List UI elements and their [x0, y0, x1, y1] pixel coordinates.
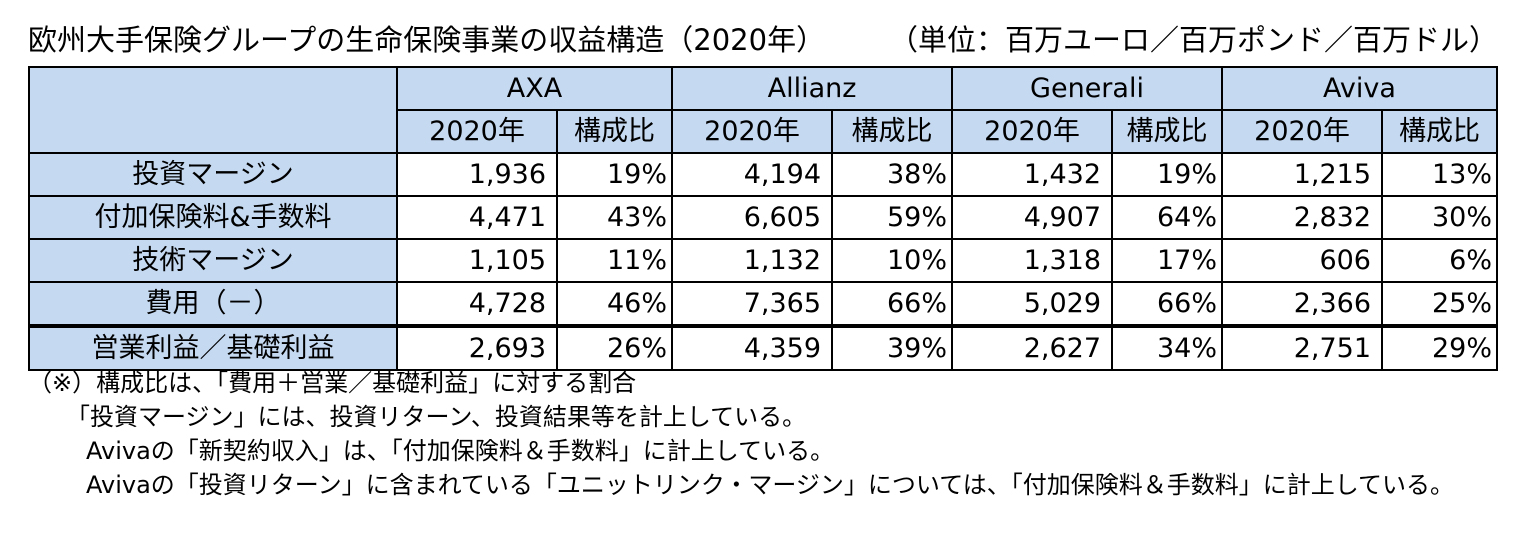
ratio-cell: 30% — [1381, 195, 1498, 240]
ratio-cell: 59% — [831, 195, 953, 240]
value-cell: 4,728 — [396, 281, 558, 327]
row-label: 投資マージン — [28, 152, 398, 197]
company-header-generali: Generali — [951, 66, 1223, 111]
footnote: Avivaの「新契約収入」は、「付加保険料＆手数料」に計上している。 — [86, 437, 835, 465]
value-cell: 1,936 — [396, 152, 558, 197]
value-cell: 1,132 — [671, 238, 833, 283]
subheader-year: 2020年 — [671, 109, 833, 154]
value-cell: 1,432 — [951, 152, 1113, 197]
value-cell: 4,471 — [396, 195, 558, 240]
ratio-cell: 19% — [1111, 152, 1223, 197]
page-title: 欧州大手保険グループの生命保険事業の収益構造（2020年） — [28, 23, 826, 57]
company-header-aviva: Aviva — [1221, 66, 1498, 111]
value-cell: 6,605 — [671, 195, 833, 240]
ratio-cell: 39% — [831, 324, 953, 371]
revenue-structure-table: AXA Allianz Generali Aviva 2020年 構成比 202… — [28, 66, 1498, 371]
table-row: 技術マージン 1,105 11% 1,132 10% 1,318 17% 606… — [28, 238, 1498, 283]
value-cell: 1,318 — [951, 238, 1113, 283]
ratio-cell: 64% — [1111, 195, 1223, 240]
value-cell: 5,029 — [951, 281, 1113, 327]
subheader-ratio: 構成比 — [831, 109, 953, 154]
company-header-axa: AXA — [396, 66, 673, 111]
ratio-cell: 66% — [1111, 281, 1223, 327]
row-label: 営業利益／基礎利益 — [28, 324, 398, 371]
ratio-cell: 13% — [1381, 152, 1498, 197]
ratio-cell: 66% — [831, 281, 953, 327]
row-label: 付加保険料&手数料 — [28, 195, 398, 240]
company-header-row: AXA Allianz Generali Aviva — [28, 66, 1498, 154]
subheader-year: 2020年 — [951, 109, 1113, 154]
ratio-cell: 34% — [1111, 324, 1223, 371]
subheader-ratio: 構成比 — [1111, 109, 1223, 154]
value-cell: 2,366 — [1221, 281, 1383, 327]
value-cell: 2,832 — [1221, 195, 1383, 240]
ratio-cell: 19% — [556, 152, 673, 197]
value-cell: 1,215 — [1221, 152, 1383, 197]
ratio-cell: 46% — [556, 281, 673, 327]
company-header-allianz: Allianz — [671, 66, 953, 111]
value-cell: 1,105 — [396, 238, 558, 283]
value-cell: 2,627 — [951, 324, 1113, 371]
ratio-cell: 25% — [1381, 281, 1498, 327]
table-row: 営業利益／基礎利益 2,693 26% 4,359 39% 2,627 34% … — [28, 324, 1498, 371]
ratio-cell: 17% — [1111, 238, 1223, 283]
ratio-cell: 11% — [556, 238, 673, 283]
table-row: 投資マージン 1,936 19% 4,194 38% 1,432 19% 1,2… — [28, 152, 1498, 197]
subheader-year: 2020年 — [1221, 109, 1383, 154]
subheader-ratio: 構成比 — [1381, 109, 1498, 154]
ratio-cell: 6% — [1381, 238, 1498, 283]
footnote: （※）構成比は、「費用＋営業／基礎利益」に対する割合 — [28, 369, 637, 397]
value-cell: 4,907 — [951, 195, 1113, 240]
value-cell: 606 — [1221, 238, 1383, 283]
title-row: 欧州大手保険グループの生命保険事業の収益構造（2020年） （単位：百万ユーロ／… — [28, 18, 1498, 62]
subheader-ratio: 構成比 — [556, 109, 673, 154]
unit-label: （単位：百万ユーロ／百万ポンド／百万ドル） — [888, 23, 1498, 57]
footnote: Avivaの「投資リターン」に含まれている「ユニットリンク・マージン」については… — [86, 471, 1454, 499]
ratio-cell: 38% — [831, 152, 953, 197]
value-cell: 7,365 — [671, 281, 833, 327]
ratio-cell: 10% — [831, 238, 953, 283]
subheader-year: 2020年 — [396, 109, 558, 154]
table-row: 費用（－） 4,728 46% 7,365 66% 5,029 66% 2,36… — [28, 281, 1498, 327]
footnote: 「投資マージン」には、投資リターン、投資結果等を計上している。 — [66, 403, 807, 431]
value-cell: 4,194 — [671, 152, 833, 197]
footnotes: （※）構成比は、「費用＋営業／基礎利益」に対する割合 「投資マージン」には、投資… — [28, 366, 1498, 502]
ratio-cell: 29% — [1381, 324, 1498, 371]
row-label: 費用（－） — [28, 281, 398, 327]
table-row: 付加保険料&手数料 4,471 43% 6,605 59% 4,907 64% … — [28, 195, 1498, 240]
value-cell: 2,751 — [1221, 324, 1383, 371]
row-label: 技術マージン — [28, 238, 398, 283]
value-cell: 4,359 — [671, 324, 833, 371]
ratio-cell: 26% — [556, 324, 673, 371]
value-cell: 2,693 — [396, 324, 558, 371]
ratio-cell: 43% — [556, 195, 673, 240]
subheader-row: 2020年 構成比 2020年 構成比 2020年 構成比 2020年 構成比 — [29, 109, 1498, 154]
corner-cell — [28, 66, 398, 154]
